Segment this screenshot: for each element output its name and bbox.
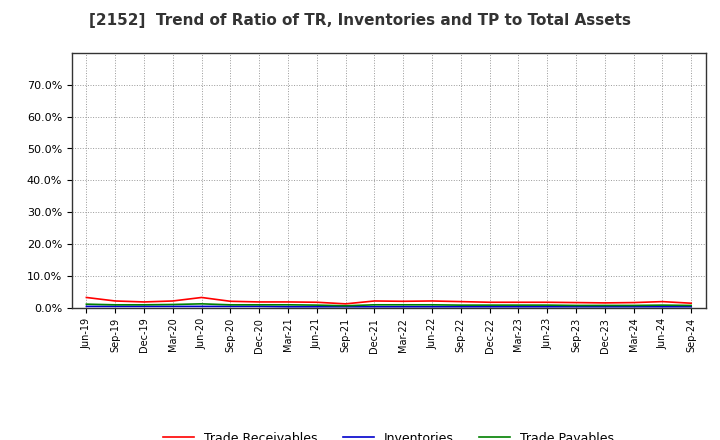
Trade Payables: [658, 302, 667, 308]
Inventories: [658, 304, 667, 309]
Trade Payables: [600, 303, 609, 308]
Trade Payables: [341, 303, 350, 308]
Line: Trade Receivables: Trade Receivables: [86, 297, 691, 304]
Inventories: [456, 304, 465, 309]
Inventories: [399, 304, 408, 309]
Trade Payables: [82, 301, 91, 307]
Trade Receivables: [168, 298, 177, 304]
Inventories: [543, 304, 552, 309]
Trade Payables: [514, 302, 523, 308]
Trade Payables: [140, 302, 148, 308]
Trade Receivables: [341, 301, 350, 307]
Trade Receivables: [111, 298, 120, 304]
Trade Receivables: [197, 295, 206, 300]
Trade Payables: [485, 302, 494, 308]
Trade Receivables: [600, 300, 609, 305]
Trade Payables: [197, 301, 206, 307]
Trade Receivables: [687, 301, 696, 306]
Trade Payables: [399, 302, 408, 308]
Legend: Trade Receivables, Inventories, Trade Payables: Trade Receivables, Inventories, Trade Pa…: [158, 427, 619, 440]
Inventories: [111, 304, 120, 309]
Trade Payables: [687, 303, 696, 308]
Trade Payables: [111, 302, 120, 308]
Line: Trade Payables: Trade Payables: [86, 304, 691, 306]
Trade Receivables: [140, 299, 148, 304]
Inventories: [82, 304, 91, 309]
Trade Payables: [572, 303, 580, 308]
Trade Receivables: [629, 300, 638, 305]
Inventories: [312, 304, 321, 309]
Trade Receivables: [456, 299, 465, 304]
Trade Payables: [428, 302, 436, 308]
Trade Receivables: [658, 299, 667, 304]
Inventories: [284, 304, 292, 309]
Trade Receivables: [312, 300, 321, 305]
Inventories: [370, 304, 379, 309]
Trade Receivables: [428, 298, 436, 304]
Inventories: [514, 304, 523, 309]
Trade Payables: [543, 302, 552, 308]
Trade Payables: [312, 302, 321, 308]
Trade Payables: [629, 303, 638, 308]
Trade Receivables: [255, 299, 264, 304]
Inventories: [428, 304, 436, 309]
Trade Receivables: [572, 300, 580, 305]
Trade Payables: [284, 302, 292, 308]
Inventories: [485, 304, 494, 309]
Inventories: [572, 304, 580, 309]
Trade Payables: [456, 302, 465, 308]
Trade Payables: [255, 302, 264, 308]
Trade Payables: [370, 302, 379, 308]
Inventories: [687, 304, 696, 309]
Trade Receivables: [399, 299, 408, 304]
Trade Receivables: [514, 300, 523, 305]
Inventories: [255, 304, 264, 309]
Inventories: [140, 304, 148, 309]
Inventories: [197, 304, 206, 309]
Trade Receivables: [82, 295, 91, 300]
Inventories: [600, 304, 609, 309]
Inventories: [341, 304, 350, 309]
Trade Payables: [226, 302, 235, 308]
Trade Receivables: [226, 299, 235, 304]
Trade Receivables: [485, 300, 494, 305]
Trade Payables: [168, 302, 177, 307]
Inventories: [168, 304, 177, 309]
Inventories: [226, 304, 235, 309]
Trade Receivables: [370, 298, 379, 304]
Text: [2152]  Trend of Ratio of TR, Inventories and TP to Total Assets: [2152] Trend of Ratio of TR, Inventories…: [89, 13, 631, 28]
Trade Receivables: [284, 299, 292, 304]
Inventories: [629, 304, 638, 309]
Trade Receivables: [543, 300, 552, 305]
